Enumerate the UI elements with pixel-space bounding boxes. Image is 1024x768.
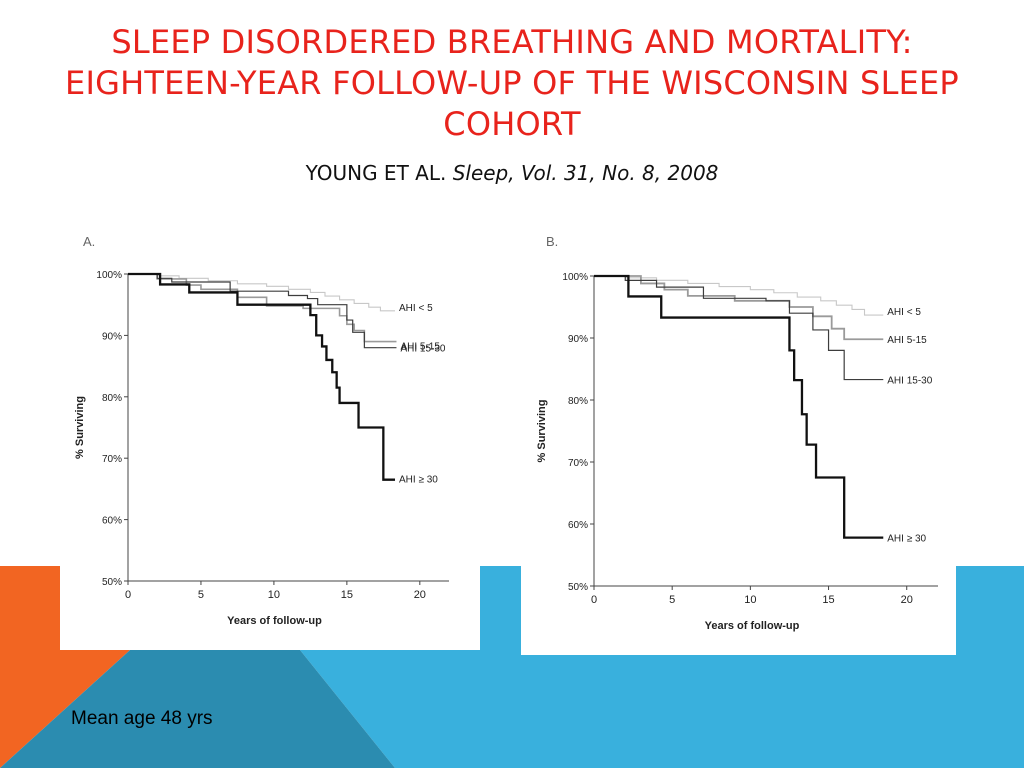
y-tick-label: 100% (562, 272, 588, 283)
y-tick-label: 60% (568, 520, 588, 531)
x-tick-label: 15 (822, 594, 834, 606)
y-tick-label: 100% (96, 270, 122, 281)
survival-curve-1 (594, 275, 884, 341)
y-tick-label: 70% (568, 458, 588, 469)
survival-chart-b: B. 50% 60% 70% 80% 90% 100% 0 5 10 15 20 Years of fo… (536, 234, 938, 632)
x-tick-label: 20 (901, 594, 913, 606)
y-axis-title: % Surviving (74, 396, 86, 459)
x-tick-label: 10 (744, 594, 756, 606)
y-tick-label: 70% (102, 454, 122, 465)
y-tick-label: 80% (568, 396, 588, 407)
series-label-1: AHI 5-15 (400, 342, 440, 353)
series-label-2: AHI 15-30 (887, 376, 932, 387)
y-tick-label: 60% (102, 516, 122, 527)
series-label-2: AHI 15-30 (400, 344, 445, 355)
panel-label: A. (83, 234, 95, 249)
x-tick-label: 0 (591, 594, 597, 606)
footnote: Mean age 48 yrs (71, 708, 213, 729)
panel-label: B. (546, 234, 558, 249)
x-tick-label: 5 (669, 594, 675, 606)
x-tick-label: 15 (341, 589, 353, 601)
survival-curve-3 (128, 272, 396, 481)
orange-band (0, 566, 130, 768)
x-axis-title: Years of follow-up (227, 615, 322, 627)
survival-chart-a: A. 50% 60% 70% 80% 90% 100% 0 5 10 15 20 Years of fo… (74, 234, 449, 627)
y-tick-label: 90% (102, 331, 122, 342)
y-tick-label: 80% (102, 393, 122, 404)
y-tick-label: 90% (568, 334, 588, 345)
x-tick-label: 20 (414, 589, 426, 601)
series-label-1: AHI 5-15 (887, 335, 927, 346)
blue-band-lower-left (0, 650, 395, 768)
y-tick-label: 50% (568, 582, 588, 593)
slide-title: Sleep Disordered Breathing and Mortality… (65, 23, 959, 143)
y-tick-label: 50% (102, 577, 122, 588)
chart-panel-a: A. 50% 60% 70% 80% 90% 100% 0 5 10 15 20 Years of fo… (61, 224, 480, 650)
x-tick-label: 5 (198, 589, 204, 601)
series-label-0: AHI < 5 (399, 303, 433, 314)
survival-curve-3 (594, 274, 884, 539)
x-tick-label: 10 (268, 589, 280, 601)
x-axis-title: Years of follow-up (705, 620, 800, 632)
citation-journal: Sleep, Vol. 31, No. 8, 2008 (452, 161, 719, 185)
chart-panel-b: B. 50% 60% 70% 80% 90% 100% 0 5 10 15 20 Years of fo… (521, 224, 956, 655)
series-label-3: AHI ≥ 30 (887, 534, 926, 545)
series-label-3: AHI ≥ 30 (399, 475, 438, 486)
survival-curve-2 (594, 275, 884, 381)
citation: Young et al. Sleep, Vol. 31, No. 8, 2008 (20, 160, 1004, 186)
survival-curve-2 (128, 273, 397, 349)
y-axis-title: % Surviving (536, 400, 548, 463)
x-tick-label: 0 (125, 589, 131, 601)
series-label-0: AHI < 5 (887, 307, 921, 318)
citation-authors: Young et al. (305, 161, 453, 185)
